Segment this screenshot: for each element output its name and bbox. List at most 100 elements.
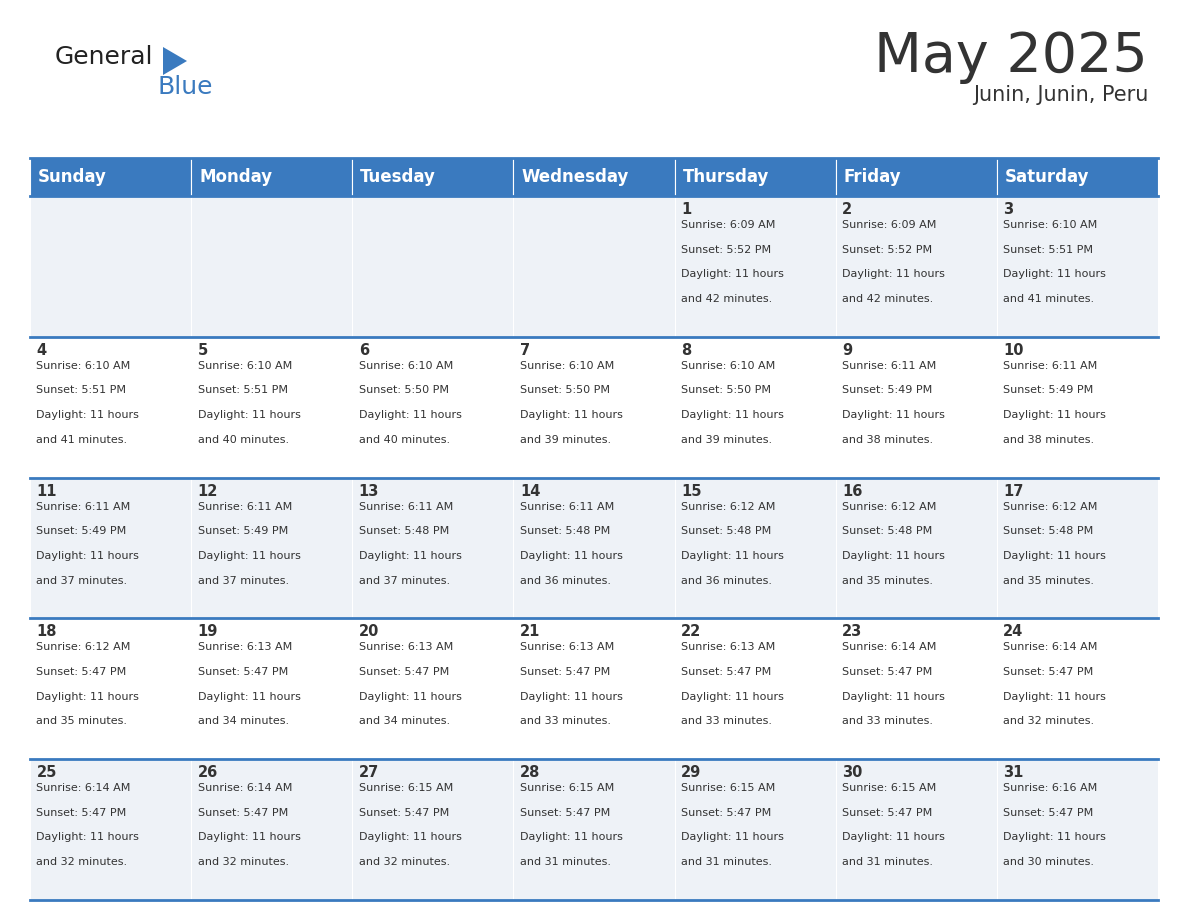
Text: Sunset: 5:47 PM: Sunset: 5:47 PM (842, 808, 933, 818)
Text: Sunset: 5:48 PM: Sunset: 5:48 PM (681, 526, 771, 536)
Text: and 34 minutes.: and 34 minutes. (359, 716, 450, 726)
Text: Sunset: 5:47 PM: Sunset: 5:47 PM (197, 667, 287, 677)
Bar (675, 196, 835, 337)
Text: Sunrise: 6:10 AM: Sunrise: 6:10 AM (359, 361, 453, 371)
Bar (675, 759, 835, 900)
Text: Sunrise: 6:15 AM: Sunrise: 6:15 AM (681, 783, 776, 793)
Text: May 2025: May 2025 (874, 30, 1148, 84)
Text: and 30 minutes.: and 30 minutes. (1004, 857, 1094, 868)
Bar (835, 477, 997, 619)
Bar (675, 158, 835, 196)
Text: and 41 minutes.: and 41 minutes. (37, 435, 127, 444)
Bar (513, 158, 675, 196)
Text: Sunrise: 6:11 AM: Sunrise: 6:11 AM (197, 501, 292, 511)
Text: 14: 14 (520, 484, 541, 498)
Polygon shape (163, 47, 187, 75)
Text: Sunset: 5:51 PM: Sunset: 5:51 PM (197, 386, 287, 396)
Text: 7: 7 (520, 342, 530, 358)
Text: Sunrise: 6:11 AM: Sunrise: 6:11 AM (520, 501, 614, 511)
Bar (30, 196, 191, 337)
Text: 4: 4 (37, 342, 46, 358)
Text: 6: 6 (359, 342, 368, 358)
Text: Sunrise: 6:14 AM: Sunrise: 6:14 AM (1004, 643, 1098, 653)
Text: Daylight: 11 hours: Daylight: 11 hours (37, 551, 139, 561)
Bar (191, 477, 353, 619)
Text: Sunrise: 6:12 AM: Sunrise: 6:12 AM (842, 501, 936, 511)
Text: and 41 minutes.: and 41 minutes. (1004, 294, 1094, 304)
Text: and 32 minutes.: and 32 minutes. (1004, 716, 1094, 726)
Text: and 32 minutes.: and 32 minutes. (359, 857, 450, 868)
Text: and 40 minutes.: and 40 minutes. (197, 435, 289, 444)
Text: Daylight: 11 hours: Daylight: 11 hours (1004, 833, 1106, 843)
Bar (191, 337, 353, 477)
Text: Daylight: 11 hours: Daylight: 11 hours (681, 833, 784, 843)
Text: Sunset: 5:50 PM: Sunset: 5:50 PM (681, 386, 771, 396)
Text: Blue: Blue (158, 75, 214, 99)
Text: General: General (55, 45, 153, 69)
Text: 1: 1 (681, 202, 691, 217)
Text: Daylight: 11 hours: Daylight: 11 hours (1004, 551, 1106, 561)
Text: Friday: Friday (843, 168, 902, 186)
Bar (675, 337, 835, 477)
Text: Sunrise: 6:11 AM: Sunrise: 6:11 AM (842, 361, 936, 371)
Text: Sunrise: 6:13 AM: Sunrise: 6:13 AM (359, 643, 453, 653)
Text: Daylight: 11 hours: Daylight: 11 hours (842, 410, 944, 420)
Text: 31: 31 (1004, 766, 1024, 780)
Text: Sunrise: 6:15 AM: Sunrise: 6:15 AM (842, 783, 936, 793)
Bar (30, 337, 191, 477)
Text: Wednesday: Wednesday (522, 168, 628, 186)
Text: 17: 17 (1004, 484, 1024, 498)
Text: Daylight: 11 hours: Daylight: 11 hours (681, 691, 784, 701)
Text: Daylight: 11 hours: Daylight: 11 hours (842, 269, 944, 279)
Text: and 42 minutes.: and 42 minutes. (681, 294, 772, 304)
Bar (835, 158, 997, 196)
Text: and 34 minutes.: and 34 minutes. (197, 716, 289, 726)
Text: and 35 minutes.: and 35 minutes. (37, 716, 127, 726)
Text: and 31 minutes.: and 31 minutes. (681, 857, 772, 868)
Text: Daylight: 11 hours: Daylight: 11 hours (37, 410, 139, 420)
Text: and 38 minutes.: and 38 minutes. (1004, 435, 1094, 444)
Text: Daylight: 11 hours: Daylight: 11 hours (197, 551, 301, 561)
Text: and 39 minutes.: and 39 minutes. (520, 435, 611, 444)
Bar (675, 477, 835, 619)
Text: Sunrise: 6:10 AM: Sunrise: 6:10 AM (37, 361, 131, 371)
Bar (997, 196, 1158, 337)
Text: Saturday: Saturday (1005, 168, 1089, 186)
Text: Daylight: 11 hours: Daylight: 11 hours (1004, 410, 1106, 420)
Bar (353, 158, 513, 196)
Text: Monday: Monday (200, 168, 272, 186)
Text: Sunset: 5:48 PM: Sunset: 5:48 PM (842, 526, 933, 536)
Bar (997, 337, 1158, 477)
Text: Sunrise: 6:09 AM: Sunrise: 6:09 AM (842, 220, 936, 230)
Bar (513, 337, 675, 477)
Text: Daylight: 11 hours: Daylight: 11 hours (197, 410, 301, 420)
Text: 21: 21 (520, 624, 541, 640)
Text: Daylight: 11 hours: Daylight: 11 hours (1004, 269, 1106, 279)
Bar (30, 158, 191, 196)
Text: and 31 minutes.: and 31 minutes. (842, 857, 933, 868)
Text: 9: 9 (842, 342, 852, 358)
Text: Sunset: 5:49 PM: Sunset: 5:49 PM (842, 386, 933, 396)
Text: Sunset: 5:47 PM: Sunset: 5:47 PM (1004, 808, 1093, 818)
Text: 3: 3 (1004, 202, 1013, 217)
Bar (513, 759, 675, 900)
Text: and 36 minutes.: and 36 minutes. (520, 576, 611, 586)
Text: and 35 minutes.: and 35 minutes. (1004, 576, 1094, 586)
Bar (835, 196, 997, 337)
Bar (353, 196, 513, 337)
Text: Daylight: 11 hours: Daylight: 11 hours (197, 691, 301, 701)
Text: and 40 minutes.: and 40 minutes. (359, 435, 450, 444)
Text: 20: 20 (359, 624, 379, 640)
Text: 24: 24 (1004, 624, 1024, 640)
Text: Sunrise: 6:14 AM: Sunrise: 6:14 AM (37, 783, 131, 793)
Text: and 42 minutes.: and 42 minutes. (842, 294, 934, 304)
Text: 18: 18 (37, 624, 57, 640)
Bar (30, 477, 191, 619)
Bar (513, 619, 675, 759)
Text: Sunset: 5:47 PM: Sunset: 5:47 PM (359, 667, 449, 677)
Text: Sunset: 5:52 PM: Sunset: 5:52 PM (842, 244, 933, 254)
Text: 30: 30 (842, 766, 862, 780)
Text: Daylight: 11 hours: Daylight: 11 hours (520, 410, 623, 420)
Bar (513, 477, 675, 619)
Text: Sunset: 5:49 PM: Sunset: 5:49 PM (1004, 386, 1093, 396)
